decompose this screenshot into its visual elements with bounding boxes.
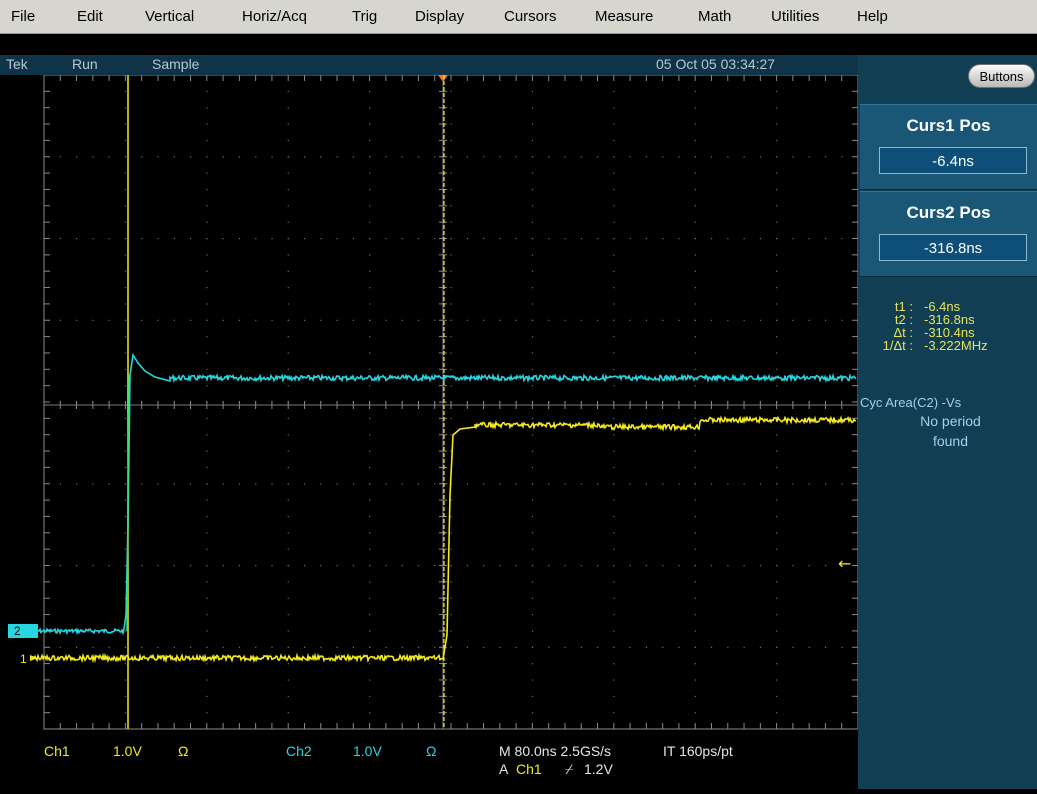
readout-inv-delta-t-value: -3.222MHz [924, 338, 988, 353]
ch2-marker [8, 624, 38, 638]
readout-t1-value: -6.4ns [924, 299, 961, 314]
menu-measure[interactable]: Measure [595, 8, 654, 25]
trigger-slope-icon: ⌿ [565, 761, 574, 777]
menu-math[interactable]: Math [698, 8, 732, 25]
timebase-readout[interactable]: M 80.0ns 2.5GS/s [499, 743, 612, 759]
ch2-coupling: Ω [426, 743, 437, 759]
menu-utilities[interactable]: Utilities [771, 8, 820, 25]
menu-vertical[interactable]: Vertical [145, 8, 195, 25]
date-time: 05 Oct 05 03:34:27 [656, 56, 776, 72]
menu-help[interactable]: Help [857, 8, 888, 25]
ch1-waveform [33, 415, 857, 664]
readout-delta-t-label: Δt : [893, 325, 913, 340]
measurement-message: No period found [888, 411, 1013, 451]
readout-delta-t-value: -310.4ns [924, 325, 975, 340]
measurement-label[interactable]: Cyc Area(C2) -Vs [860, 395, 962, 410]
ch1-label[interactable]: Ch1 [44, 743, 70, 759]
menu-edit[interactable]: Edit [77, 8, 103, 25]
cursor2-value-field[interactable]: -316.8ns [879, 234, 1027, 261]
readout-inv-delta-t-label: 1/Δt : [882, 338, 913, 353]
record-readout: IT 160ps/pt [663, 743, 733, 759]
trigger-level-arrow-icon: ← [838, 554, 851, 573]
graticule-ticks [43, 74, 859, 729]
trigger-prefix: A [499, 761, 509, 777]
ch1-coupling: Ω [178, 743, 189, 759]
waveform-display[interactable]: 2 1 ← Ch1 1.0V Ω Ch2 1.0V Ω M 80.0ns 2.5GS… [0, 74, 859, 789]
brand-label: Tek [6, 56, 28, 72]
ch1-scale[interactable]: 1.0V [113, 743, 142, 759]
readout-t1-label: t1 : [894, 299, 913, 314]
ch2-waveform [33, 352, 857, 636]
ch2-marker-label: 2 [14, 624, 21, 638]
cursor2-position-control[interactable]: Curs2 Pos -316.8ns [860, 191, 1037, 277]
buttons-button[interactable]: Buttons [968, 64, 1035, 88]
ch2-label[interactable]: Ch2 [286, 743, 312, 759]
cursor1-value-field[interactable]: -6.4ns [879, 147, 1027, 174]
graticule-grid [43, 74, 859, 714]
right-control-panel: Buttons Curs1 Pos -6.4ns Curs2 Pos -316.… [858, 55, 1037, 789]
menu-cursors[interactable]: Cursors [504, 8, 557, 25]
menu-display[interactable]: Display [415, 8, 465, 25]
menu-file[interactable]: File [11, 8, 36, 25]
run-state: Run [72, 56, 98, 72]
menu-horiz-acq[interactable]: Horiz/Acq [242, 8, 308, 25]
ch2-edge-highlight [126, 374, 130, 632]
measurement-message-line1: No period [920, 413, 981, 429]
waveform-canvas: 2 1 ← [8, 74, 859, 730]
trigger-position-marker [438, 75, 448, 82]
menu-trig[interactable]: Trig [352, 8, 378, 25]
measurement-message-line2: found [932, 433, 969, 449]
trigger-source[interactable]: Ch1 [516, 761, 542, 777]
acquisition-mode: Sample [152, 56, 200, 72]
cursor1-position-control[interactable]: Curs1 Pos -6.4ns [860, 104, 1037, 190]
ch1-marker-arrow [30, 655, 38, 661]
readout-t2-label: t2 : [894, 312, 913, 327]
status-bar: Tek Run Sample 05 Oct 05 03:34:27 [0, 55, 858, 75]
ch1-marker-label: 1 [20, 652, 27, 666]
cursor1-title: Curs1 Pos [906, 116, 991, 135]
readout-t2-value: -316.8ns [924, 312, 975, 327]
ch2-scale[interactable]: 1.0V [353, 743, 382, 759]
trigger-level[interactable]: 1.2V [584, 761, 613, 777]
cursor2-title: Curs2 Pos [906, 203, 991, 222]
menu-bar: File Edit Vertical Horiz/Acq Trig Displa… [0, 0, 1037, 34]
